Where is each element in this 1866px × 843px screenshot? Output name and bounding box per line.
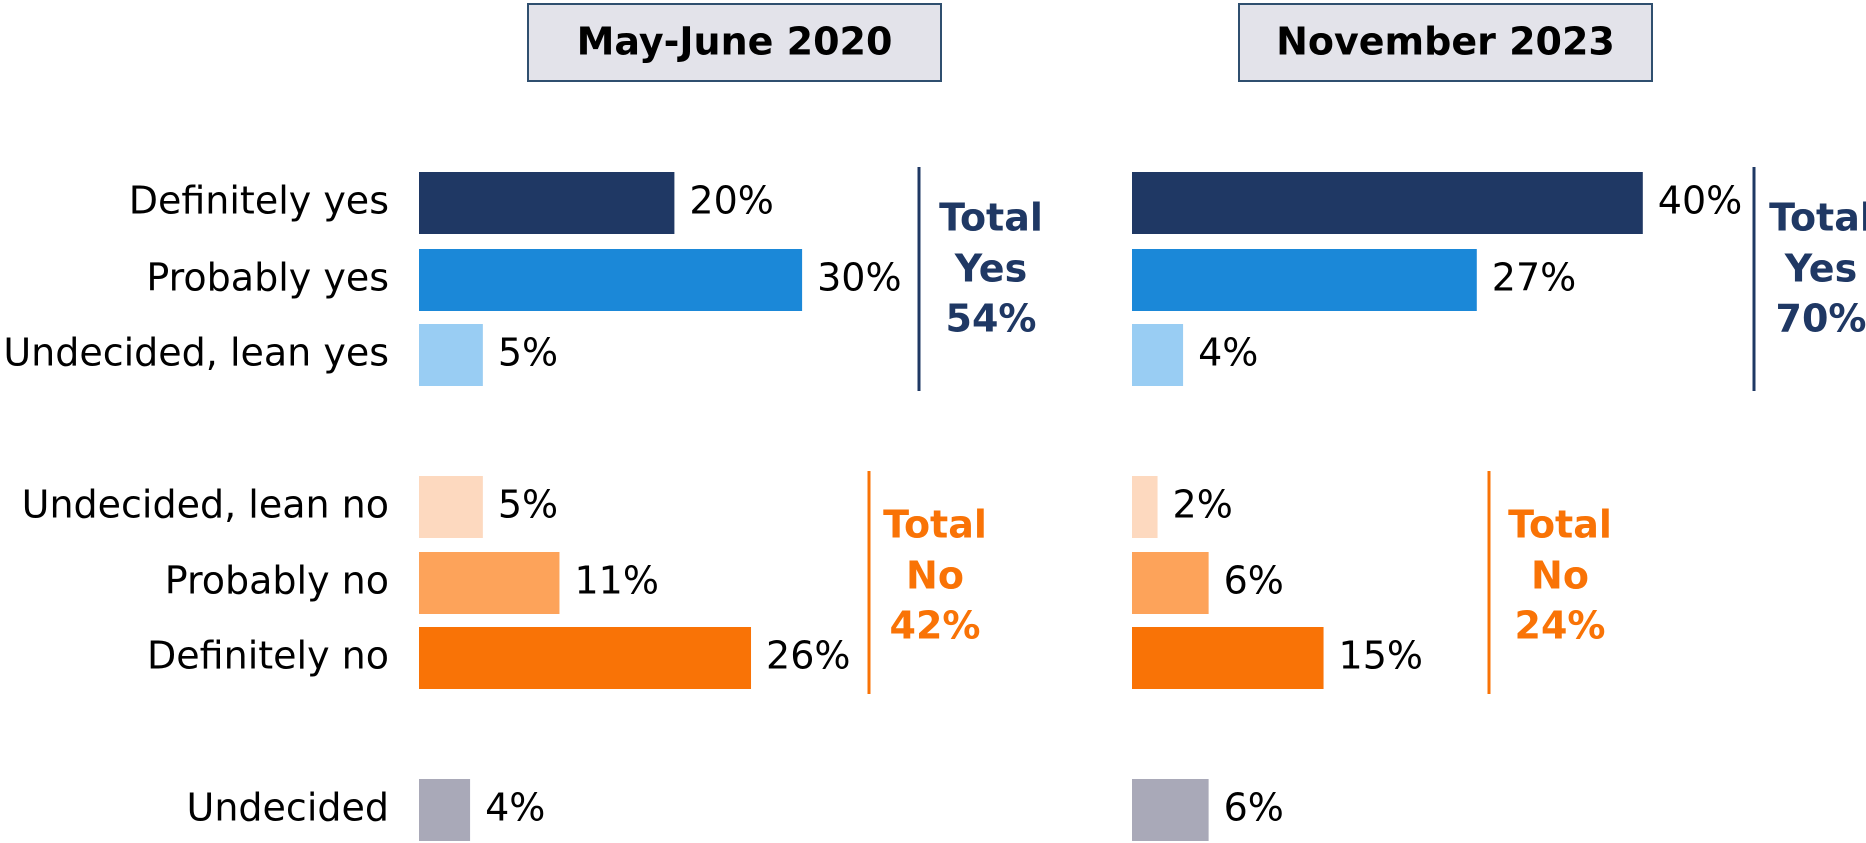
bar	[1132, 627, 1324, 689]
bar	[1132, 476, 1158, 538]
bar	[419, 552, 560, 614]
total-annotation: No	[906, 554, 964, 598]
bar	[419, 249, 803, 311]
category-label: Probably yes	[146, 256, 389, 300]
total-annotation: 54%	[946, 297, 1037, 341]
bar	[419, 476, 483, 538]
category-label: Definitely no	[147, 634, 389, 678]
total-annotation: Yes	[1784, 247, 1857, 291]
value-label: 2%	[1173, 483, 1233, 527]
category-label: Undecided, lean yes	[3, 331, 389, 375]
total-annotation: Total	[1508, 503, 1612, 547]
panel-title: November 2023	[1276, 20, 1615, 64]
value-label: 5%	[498, 331, 558, 375]
bar	[1132, 779, 1209, 841]
bar	[419, 324, 483, 386]
value-label: 20%	[689, 179, 773, 223]
bar	[419, 779, 471, 841]
total-annotation: Yes	[954, 247, 1027, 291]
category-label: Undecided	[187, 786, 389, 830]
value-label: 6%	[1224, 559, 1284, 603]
title-box	[1238, 3, 1653, 82]
total-annotation: Total	[883, 503, 987, 547]
value-label: 4%	[485, 786, 545, 830]
category-label: Undecided, lean no	[22, 483, 389, 527]
bar	[1132, 552, 1209, 614]
panel: May-June 2020 Definitely yes 20% Probably y…	[3, 3, 1043, 841]
total-annotation: Total	[939, 196, 1043, 240]
value-label: 27%	[1492, 256, 1576, 300]
panel: November 2023 40% 27% 4% 2% 6% 15% 6% Total Yes 70…	[1132, 3, 1866, 841]
panel-title: May-June 2020	[577, 20, 893, 64]
total-annotation: 70%	[1776, 297, 1866, 341]
value-label: 26%	[766, 634, 850, 678]
total-annotation: 24%	[1515, 604, 1606, 648]
total-annotation: Total	[1769, 196, 1866, 240]
value-label: 6%	[1224, 786, 1284, 830]
total-annotation: 42%	[890, 604, 981, 648]
total-annotation: No	[1531, 554, 1589, 598]
bar	[1132, 249, 1477, 311]
value-label: 11%	[574, 559, 658, 603]
value-label: 4%	[1198, 331, 1258, 375]
bar	[419, 172, 675, 234]
value-label: 15%	[1339, 634, 1423, 678]
title-box	[527, 3, 942, 82]
bar	[419, 627, 752, 689]
category-label: Definitely yes	[129, 179, 389, 223]
value-label: 40%	[1658, 179, 1742, 223]
value-label: 30%	[817, 256, 901, 300]
category-label: Probably no	[165, 559, 389, 603]
bar	[1132, 172, 1643, 234]
value-label: 5%	[498, 483, 558, 527]
bar	[1132, 324, 1184, 386]
